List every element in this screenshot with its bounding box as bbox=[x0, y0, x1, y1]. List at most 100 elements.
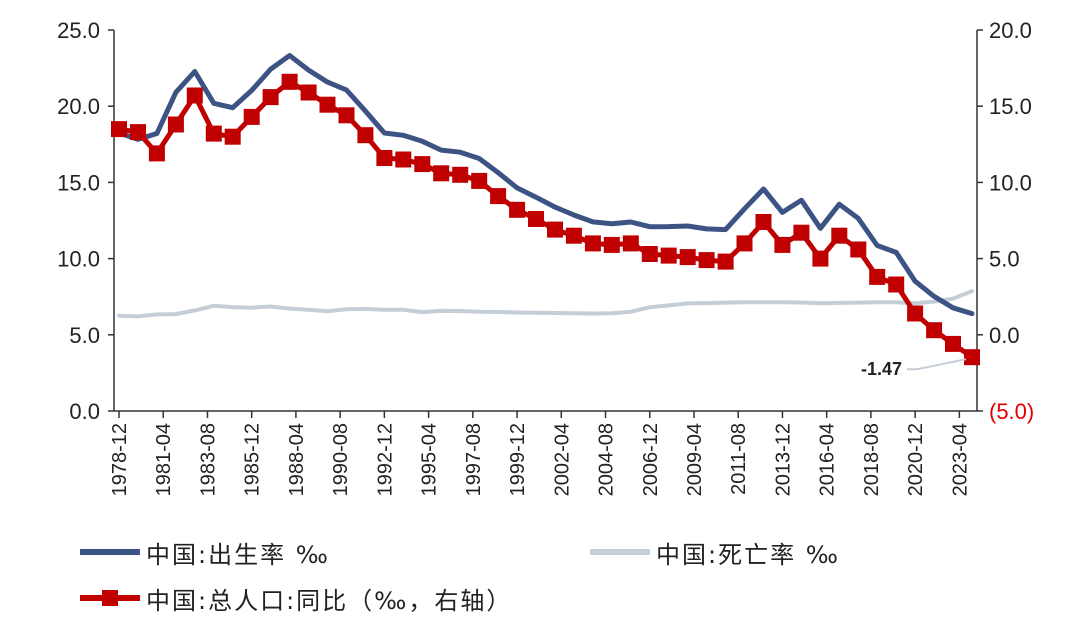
x-tick-label: 2011-08 bbox=[728, 423, 750, 495]
series-marker bbox=[357, 127, 374, 144]
series-marker bbox=[490, 188, 507, 205]
legend-label-birth-rate: 中国:出生率 ‰ bbox=[146, 540, 330, 569]
series-marker bbox=[736, 235, 753, 252]
legend-item-population-yoy: 中国:总人口:同比（‰，右轴） bbox=[80, 578, 512, 618]
series-marker bbox=[717, 253, 734, 270]
series-marker bbox=[167, 116, 184, 133]
series-line bbox=[116, 53, 975, 317]
series-marker bbox=[452, 166, 469, 183]
legend-swatch-population-yoy bbox=[80, 578, 140, 618]
series-marker bbox=[698, 252, 715, 269]
x-tick-label: 1995-04 bbox=[419, 423, 441, 496]
legend: 中国:出生率 ‰ 中国:死亡率 ‰ 中国:总人口:同比（‰，右轴） bbox=[80, 532, 1080, 632]
x-tick-label: 2020-12 bbox=[905, 423, 927, 496]
left-tick-label: 20.0 bbox=[57, 94, 100, 119]
x-tick-label: 1990-08 bbox=[330, 423, 352, 496]
series-marker bbox=[148, 145, 165, 162]
series-marker bbox=[300, 84, 317, 101]
x-tick-label: 1978-12 bbox=[109, 423, 131, 496]
series-marker bbox=[262, 89, 279, 106]
annotation-label: -1.47 bbox=[861, 359, 902, 379]
chart: 0.0 5.0 10.0 15.0 20.0 25.0 (5.0) 0.0 5.0 10.0 15.… bbox=[57, 18, 1034, 496]
axes-group bbox=[108, 29, 983, 418]
series-marker bbox=[414, 156, 431, 173]
series-marker bbox=[281, 73, 298, 90]
right-tick-label: (5.0) bbox=[989, 399, 1034, 424]
x-tick-label: 1997-08 bbox=[463, 423, 485, 496]
left-tick-label: 15.0 bbox=[57, 170, 100, 195]
legend-label-death-rate: 中国:死亡率 ‰ bbox=[656, 540, 840, 569]
series-marker bbox=[660, 247, 677, 264]
series-marker bbox=[888, 276, 905, 293]
series-marker bbox=[224, 128, 241, 145]
legend-line-birth-rate bbox=[80, 549, 140, 555]
right-tick-label: 15.0 bbox=[989, 94, 1032, 119]
x-tick-label: 1985-12 bbox=[242, 423, 264, 496]
series-marker bbox=[130, 124, 146, 141]
series-marker bbox=[433, 165, 450, 182]
x-tick-label: 1992-12 bbox=[374, 423, 396, 496]
x-tick-label: 2023-04 bbox=[949, 423, 971, 496]
series-marker bbox=[926, 322, 943, 339]
series-marker bbox=[793, 224, 810, 241]
x-tick-label: 2006-12 bbox=[640, 423, 662, 496]
x-tick-label: 2013-12 bbox=[772, 423, 794, 496]
series-marker bbox=[547, 221, 563, 238]
x-tick-label: 2002-04 bbox=[551, 423, 573, 496]
series-marker bbox=[641, 246, 658, 262]
series-marker bbox=[111, 121, 127, 138]
legend-line-death-rate bbox=[590, 549, 650, 555]
legend-swatch-birth-rate bbox=[80, 532, 140, 572]
series-marker bbox=[755, 214, 772, 230]
legend-item-death-rate: 中国:死亡率 ‰ bbox=[590, 532, 840, 572]
legend-label-population-yoy: 中国:总人口:同比（‰，右轴） bbox=[146, 586, 513, 615]
series-marker bbox=[243, 108, 260, 125]
series-marker bbox=[205, 125, 222, 142]
annotation-layer: -1.47 bbox=[861, 358, 967, 379]
x-tick-label: 2004-08 bbox=[596, 423, 618, 496]
series-marker bbox=[850, 241, 867, 258]
series-marker bbox=[907, 305, 924, 322]
x-tick-label: 1999-12 bbox=[507, 423, 529, 496]
series-marker bbox=[945, 335, 961, 352]
series-marker bbox=[622, 235, 639, 252]
series-marker bbox=[603, 236, 620, 253]
series-marker bbox=[565, 227, 582, 244]
left-tick-label: 5.0 bbox=[69, 323, 100, 348]
series-marker bbox=[471, 172, 488, 189]
right-tick-label: 0.0 bbox=[989, 323, 1020, 348]
legend-marker-population-yoy bbox=[102, 590, 118, 606]
series-layer bbox=[111, 53, 980, 366]
x-tick-label: 2009-04 bbox=[684, 423, 706, 496]
series-marker bbox=[812, 250, 829, 267]
x-tick-label: 1981-04 bbox=[153, 423, 175, 496]
x-tick-label: 1988-04 bbox=[286, 423, 308, 496]
series-marker bbox=[319, 96, 336, 113]
series-marker bbox=[774, 236, 791, 253]
series-marker bbox=[338, 107, 355, 124]
series-marker bbox=[528, 211, 544, 227]
x-tick-label: 1983-08 bbox=[197, 423, 219, 496]
left-tick-label: 0.0 bbox=[69, 399, 100, 424]
ticks-layer: 0.0 5.0 10.0 15.0 20.0 25.0 (5.0) 0.0 5.0 10.0 15.… bbox=[57, 18, 1034, 496]
x-tick-label: 2016-04 bbox=[817, 423, 839, 496]
x-tick-label: 2018-08 bbox=[861, 423, 883, 496]
left-tick-label: 10.0 bbox=[57, 247, 100, 272]
right-tick-label: 5.0 bbox=[989, 247, 1020, 272]
series-marker bbox=[186, 87, 203, 104]
legend-swatch-death-rate bbox=[590, 532, 650, 572]
series-marker bbox=[679, 249, 696, 266]
right-tick-label: 20.0 bbox=[989, 18, 1032, 43]
series-marker bbox=[869, 268, 886, 285]
series-line bbox=[117, 289, 974, 319]
series-line bbox=[116, 79, 975, 360]
right-tick-label: 10.0 bbox=[989, 170, 1032, 195]
left-tick-label: 25.0 bbox=[57, 18, 100, 43]
legend-item-birth-rate: 中国:出生率 ‰ bbox=[80, 532, 330, 572]
series-marker bbox=[584, 235, 601, 252]
series-marker bbox=[831, 227, 848, 244]
annotation-leader-line bbox=[907, 358, 967, 371]
series-marker bbox=[376, 150, 393, 166]
series-marker bbox=[509, 201, 526, 218]
series-marker bbox=[964, 349, 980, 366]
